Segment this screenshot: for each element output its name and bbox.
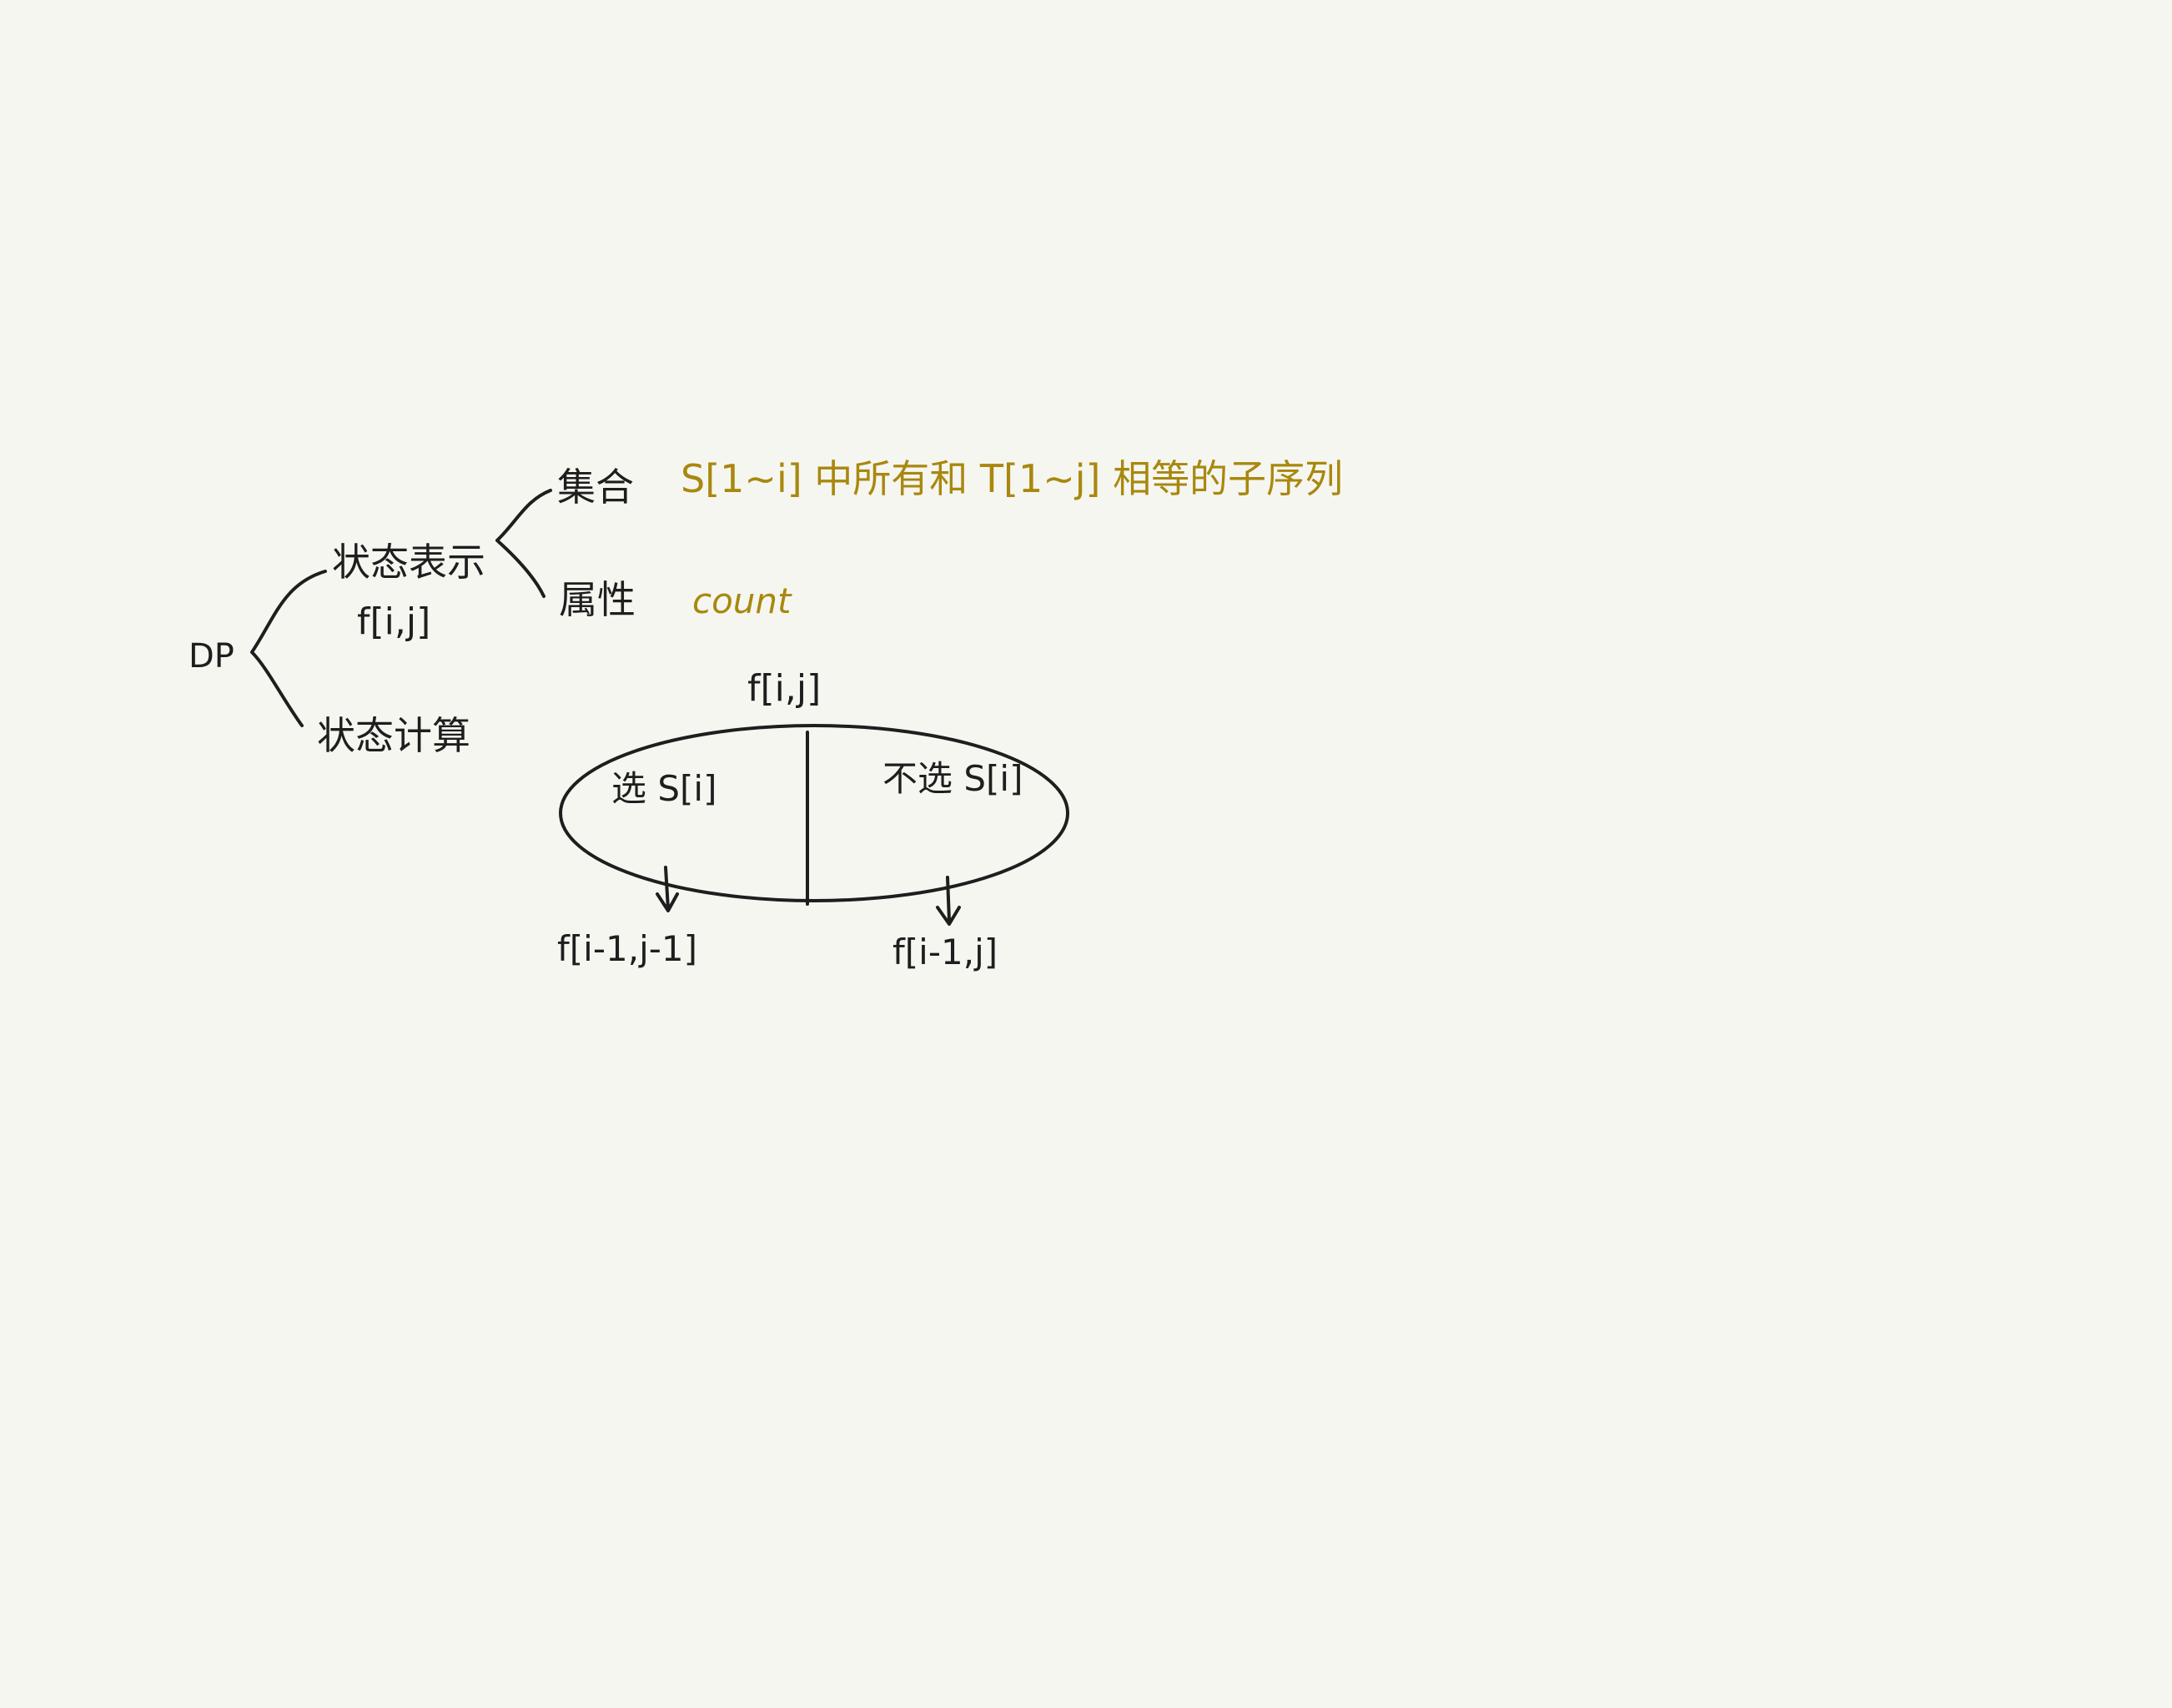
- root-brace: [250, 570, 327, 727]
- partition-title: f[i,j]: [747, 667, 821, 710]
- set-label: 集合: [557, 465, 634, 510]
- set-description: S[1~i] 中所有和 T[1~j] 相等的子序列: [681, 456, 1343, 501]
- partition-ellipse: [559, 724, 1069, 902]
- attribute-label: 属性: [559, 577, 636, 622]
- root-label: DP: [189, 637, 234, 676]
- state-function-label: f[i,j]: [357, 600, 430, 643]
- partition-right-label: 不选 S[i]: [882, 758, 1023, 799]
- right-arrow: [936, 876, 961, 926]
- attribute-value: count: [692, 580, 792, 621]
- partition-left-label: 选 S[i]: [611, 768, 716, 809]
- partition-left-result: f[i-1,j-1]: [557, 928, 697, 969]
- partition-right-result: f[i-1,j]: [892, 932, 998, 972]
- state-computation-label: 状态计算: [317, 713, 470, 758]
- representation-brace: [495, 489, 552, 598]
- left-arrow: [656, 866, 679, 912]
- state-representation-label: 状态表示: [332, 540, 485, 585]
